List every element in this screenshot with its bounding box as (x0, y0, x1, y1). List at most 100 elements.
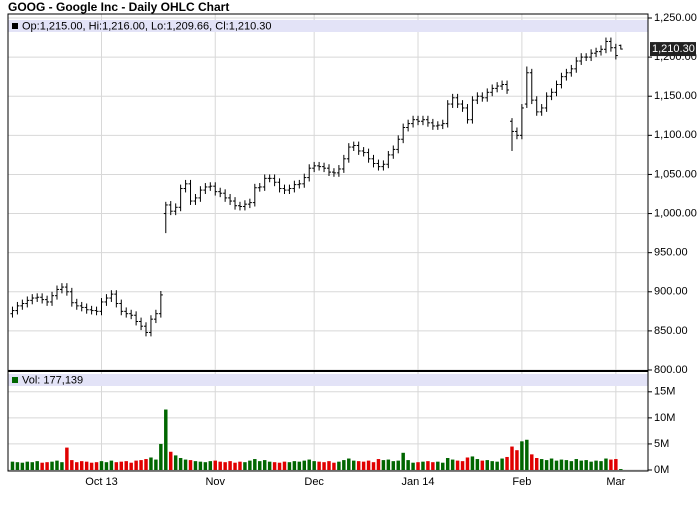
volume-bar (460, 461, 465, 470)
volume-bar (159, 443, 163, 470)
volume-bar (70, 460, 74, 470)
x-tick-label: Nov (205, 476, 225, 488)
y-tick-label: 800.00 (654, 364, 688, 376)
volume-bar (104, 462, 109, 470)
volume-bar (65, 447, 69, 470)
volume-bar (495, 461, 499, 470)
volume-bar (208, 461, 213, 470)
volume-bar (455, 460, 460, 470)
y-tick-label: 1,150.00 (654, 90, 697, 102)
volume-bar (416, 462, 420, 470)
volume-bar (89, 462, 94, 470)
volume-bar (213, 460, 217, 470)
volume-bar (584, 460, 588, 470)
chart-title: GOOG - Google Inc - Daily OHLC Chart (8, 0, 229, 14)
y-tick-label: 1,100.00 (654, 129, 697, 141)
volume-bar (188, 460, 193, 470)
y-tick-label: 900.00 (654, 286, 688, 298)
volume-bar (371, 462, 376, 470)
volume-bar (614, 459, 618, 470)
volume-bar (198, 461, 203, 470)
volume-bar (154, 459, 158, 470)
volume-bar (564, 460, 569, 470)
volume-bar (287, 462, 292, 470)
volume-bar (149, 457, 153, 470)
y-tick-label: 0M (654, 464, 669, 476)
volume-bar (253, 459, 257, 470)
volume-bar (272, 462, 277, 470)
y-tick-label: 15M (654, 386, 675, 398)
volume-bar (15, 462, 20, 470)
volume-bar (381, 460, 386, 470)
volume-bar (50, 461, 54, 470)
y-tick-label: 1,250.00 (654, 12, 697, 24)
volume-bar (599, 461, 603, 470)
volume-bar (139, 460, 143, 470)
volume-bar (35, 461, 39, 470)
volume-bar (351, 460, 356, 470)
volume-bar (589, 461, 593, 470)
volume-legend: Vol: 177,139 (22, 374, 83, 386)
volume-bar (525, 439, 529, 470)
volume-bar (20, 462, 25, 470)
volume-bar (238, 461, 242, 470)
volume-bar (312, 461, 316, 470)
volume-bar (84, 461, 89, 470)
volume-bar (119, 461, 124, 470)
volume-bar (292, 461, 297, 470)
volume-bar (40, 462, 44, 470)
x-tick-label: Dec (304, 476, 324, 488)
volume-bar (539, 459, 544, 470)
volume-bar (366, 460, 371, 470)
volume-bar (401, 452, 405, 470)
volume-legend-swatch (12, 377, 18, 383)
volume-bar (337, 461, 341, 470)
volume-bar (594, 460, 598, 470)
volume-bar (450, 459, 455, 470)
x-tick-label: Oct 13 (85, 476, 117, 488)
volume-bar (619, 469, 623, 470)
volume-bar (55, 460, 59, 470)
volume-bar (223, 462, 227, 470)
volume-bar (282, 461, 287, 470)
volume-bar (332, 462, 336, 470)
volume-bar (322, 462, 326, 470)
volume-bar (302, 460, 307, 470)
volume-bar (262, 460, 267, 470)
volume-bar (549, 458, 554, 470)
volume-bar (134, 460, 138, 470)
x-tick-label: Feb (512, 476, 531, 488)
y-tick-label: 850.00 (654, 325, 688, 337)
volume-bar (124, 461, 128, 470)
volume-bar (554, 460, 559, 470)
volume-legend-band (8, 374, 648, 386)
volume-bar (530, 454, 534, 470)
volume-bar (604, 458, 608, 470)
price-legend-swatch (12, 23, 18, 29)
volume-bar (356, 461, 361, 470)
volume-bar (258, 461, 262, 470)
price-legend-band (8, 20, 648, 32)
volume-bar (109, 460, 114, 470)
volume-bar (441, 462, 445, 470)
volume-bar (99, 461, 104, 470)
volume-bar (480, 460, 485, 470)
volume-bar (10, 461, 15, 470)
volume-bar (520, 441, 524, 470)
volume-bar (144, 459, 148, 470)
volume-bar (485, 460, 489, 470)
volume-bar (228, 461, 232, 470)
y-tick-label: 1,050.00 (654, 168, 697, 180)
volume-bar (94, 462, 99, 470)
volume-bar (267, 461, 272, 470)
volume-bar (411, 462, 415, 470)
volume-bar (114, 462, 119, 470)
volume-bar (307, 459, 311, 470)
volume-bar (515, 450, 519, 470)
volume-bar (173, 455, 178, 470)
volume-bar (193, 461, 198, 470)
volume-bar (169, 451, 173, 470)
volume-bar (490, 461, 494, 470)
volume-bar (505, 456, 509, 470)
